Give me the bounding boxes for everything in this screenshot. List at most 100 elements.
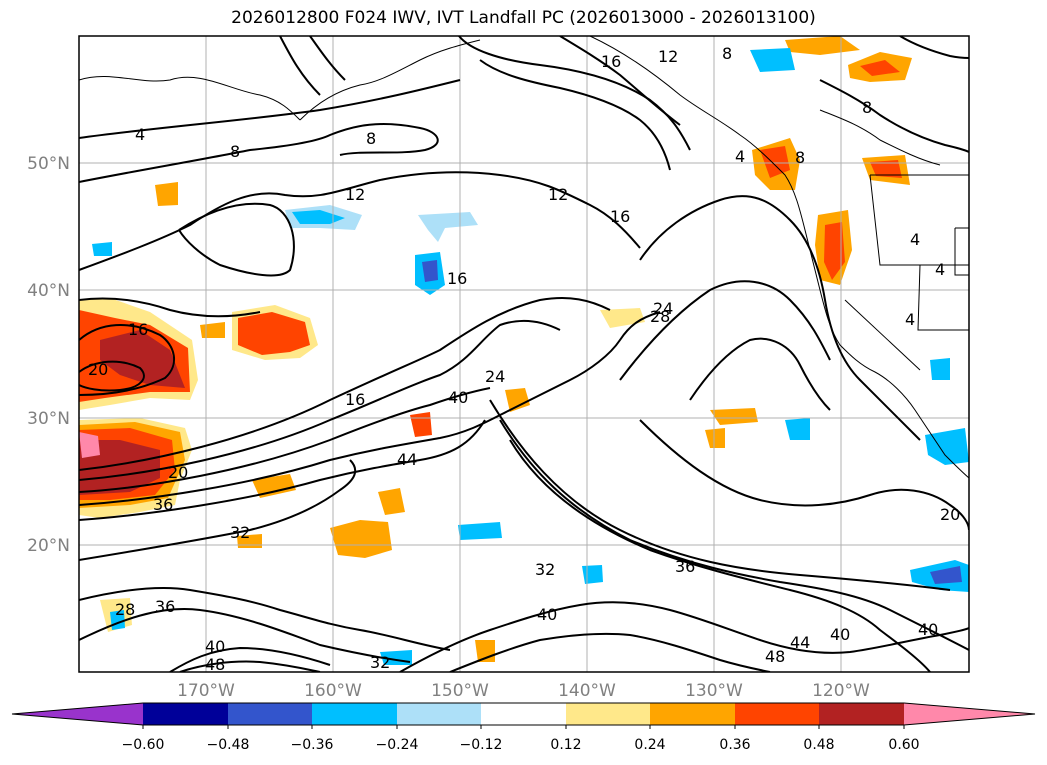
colorbar-segment — [481, 703, 566, 725]
shading-patch — [252, 474, 296, 498]
lat-label: 40°N — [27, 281, 70, 301]
longitude-labels: 170°W 160°W 150°W 140°W 130°W 120°W — [177, 681, 870, 701]
contour-label: 40 — [918, 620, 938, 639]
colorbar-segment — [312, 703, 397, 725]
contour-label: 44 — [397, 450, 417, 469]
contour-label: 32 — [535, 560, 555, 579]
contour-label: 8 — [862, 98, 872, 117]
contour-label: 12 — [658, 47, 678, 66]
coastlines — [79, 36, 969, 479]
contour-label: 36 — [153, 495, 173, 514]
shading-patch — [92, 242, 112, 256]
lat-label: 30°N — [27, 409, 70, 429]
contour-label: 20 — [88, 360, 108, 379]
contour-label: 48 — [765, 647, 785, 666]
shading-patch — [824, 222, 845, 280]
contour-label: 40 — [830, 625, 850, 644]
colorbar-tick-label: −0.48 — [207, 737, 250, 753]
contour-label: 16 — [610, 207, 630, 226]
colorbar-segment — [566, 703, 650, 725]
colorbar-tick-label: −0.60 — [122, 737, 165, 753]
shading-patch — [860, 60, 900, 76]
contour-label: 8 — [795, 148, 805, 167]
colorbar-extend-high — [904, 703, 1035, 725]
shading-patch — [505, 388, 530, 412]
contour-label: 36 — [675, 557, 695, 576]
colorbar-segment — [819, 703, 904, 725]
contour-label: 16 — [447, 269, 467, 288]
colorbar-tick-label: −0.12 — [460, 737, 503, 753]
contour-label: 16 — [601, 52, 621, 71]
latitude-labels: 50°N 40°N 30°N 20°N — [27, 154, 70, 556]
shading-patch — [870, 160, 902, 178]
shading-patch — [760, 146, 790, 178]
lon-label: 170°W — [177, 681, 235, 701]
contour-labels: 4 4 4 4 4 8 8 8 8 8 12 12 12 16 16 16 16… — [88, 44, 960, 674]
map-frame — [78, 35, 970, 673]
contour-label: 4 — [935, 260, 945, 279]
contour-label: 48 — [205, 655, 225, 674]
shading-patch — [930, 358, 950, 380]
contour-label: 28 — [650, 307, 670, 326]
shading-patch — [238, 312, 310, 355]
contour-label: 12 — [548, 185, 568, 204]
colorbar-tick-label: 0.12 — [550, 737, 581, 753]
shading-patch — [600, 308, 645, 328]
plot-area — [79, 36, 969, 672]
shading-patch — [100, 330, 185, 388]
lat-label: 20°N — [27, 536, 70, 556]
contour-label: 32 — [370, 653, 390, 672]
shading-patch — [155, 182, 178, 206]
colorbar-segment — [650, 703, 735, 725]
contour-label: 32 — [230, 523, 250, 542]
contour-label: 4 — [735, 147, 745, 166]
contour-label: 28 — [115, 600, 135, 619]
shading-patch — [79, 432, 100, 458]
colorbar-tick-label: −0.36 — [291, 737, 334, 753]
contour-label: 40 — [205, 637, 225, 656]
contour-label: 40 — [448, 388, 468, 407]
shading-patch — [925, 428, 969, 465]
contour-label: 16 — [345, 390, 365, 409]
shading-patch — [930, 566, 962, 584]
shading-patch — [785, 418, 810, 440]
lon-label: 120°W — [812, 681, 870, 701]
shading-patch — [418, 212, 478, 242]
contour-label: 8 — [722, 44, 732, 63]
contour-label: 36 — [155, 597, 175, 616]
contour-label: 8 — [366, 129, 376, 148]
colorbar: −0.60 −0.48 −0.36 −0.24 −0.12 0.12 0.24 … — [11, 702, 1036, 753]
lon-label: 130°W — [685, 681, 743, 701]
contour-label: 20 — [940, 505, 960, 524]
colorbar-extend-low — [12, 703, 143, 725]
contour-label: 24 — [485, 367, 505, 386]
contour-lines — [79, 36, 969, 672]
colorbar-segment — [735, 703, 819, 725]
colorbar-tick-label: 0.24 — [634, 737, 665, 753]
shading-patch — [582, 565, 603, 584]
contour-label: 44 — [790, 633, 810, 652]
contour-label: 40 — [537, 605, 557, 624]
contour-label: 4 — [910, 230, 920, 249]
shading-patch — [458, 522, 502, 540]
shading-patch — [750, 48, 795, 72]
lon-label: 140°W — [558, 681, 616, 701]
colorbar-segment — [228, 703, 312, 725]
colorbar-tick-label: 0.36 — [719, 737, 750, 753]
shading-patch — [705, 428, 725, 448]
shading-patch — [710, 408, 758, 425]
contour-label: 12 — [345, 185, 365, 204]
colorbar-segment — [397, 703, 481, 725]
shading-patch — [292, 210, 345, 224]
shading-patch — [330, 520, 392, 558]
contour-label: 4 — [905, 310, 915, 329]
shading-patch — [378, 488, 405, 515]
lat-label: 50°N — [27, 154, 70, 174]
contour-label: 4 — [135, 125, 145, 144]
colorbar-tick-label: −0.24 — [376, 737, 419, 753]
contour-label: 8 — [230, 142, 240, 161]
contour-label: 24 — [653, 299, 673, 318]
lon-label: 150°W — [431, 681, 489, 701]
shading-patch — [422, 260, 438, 282]
